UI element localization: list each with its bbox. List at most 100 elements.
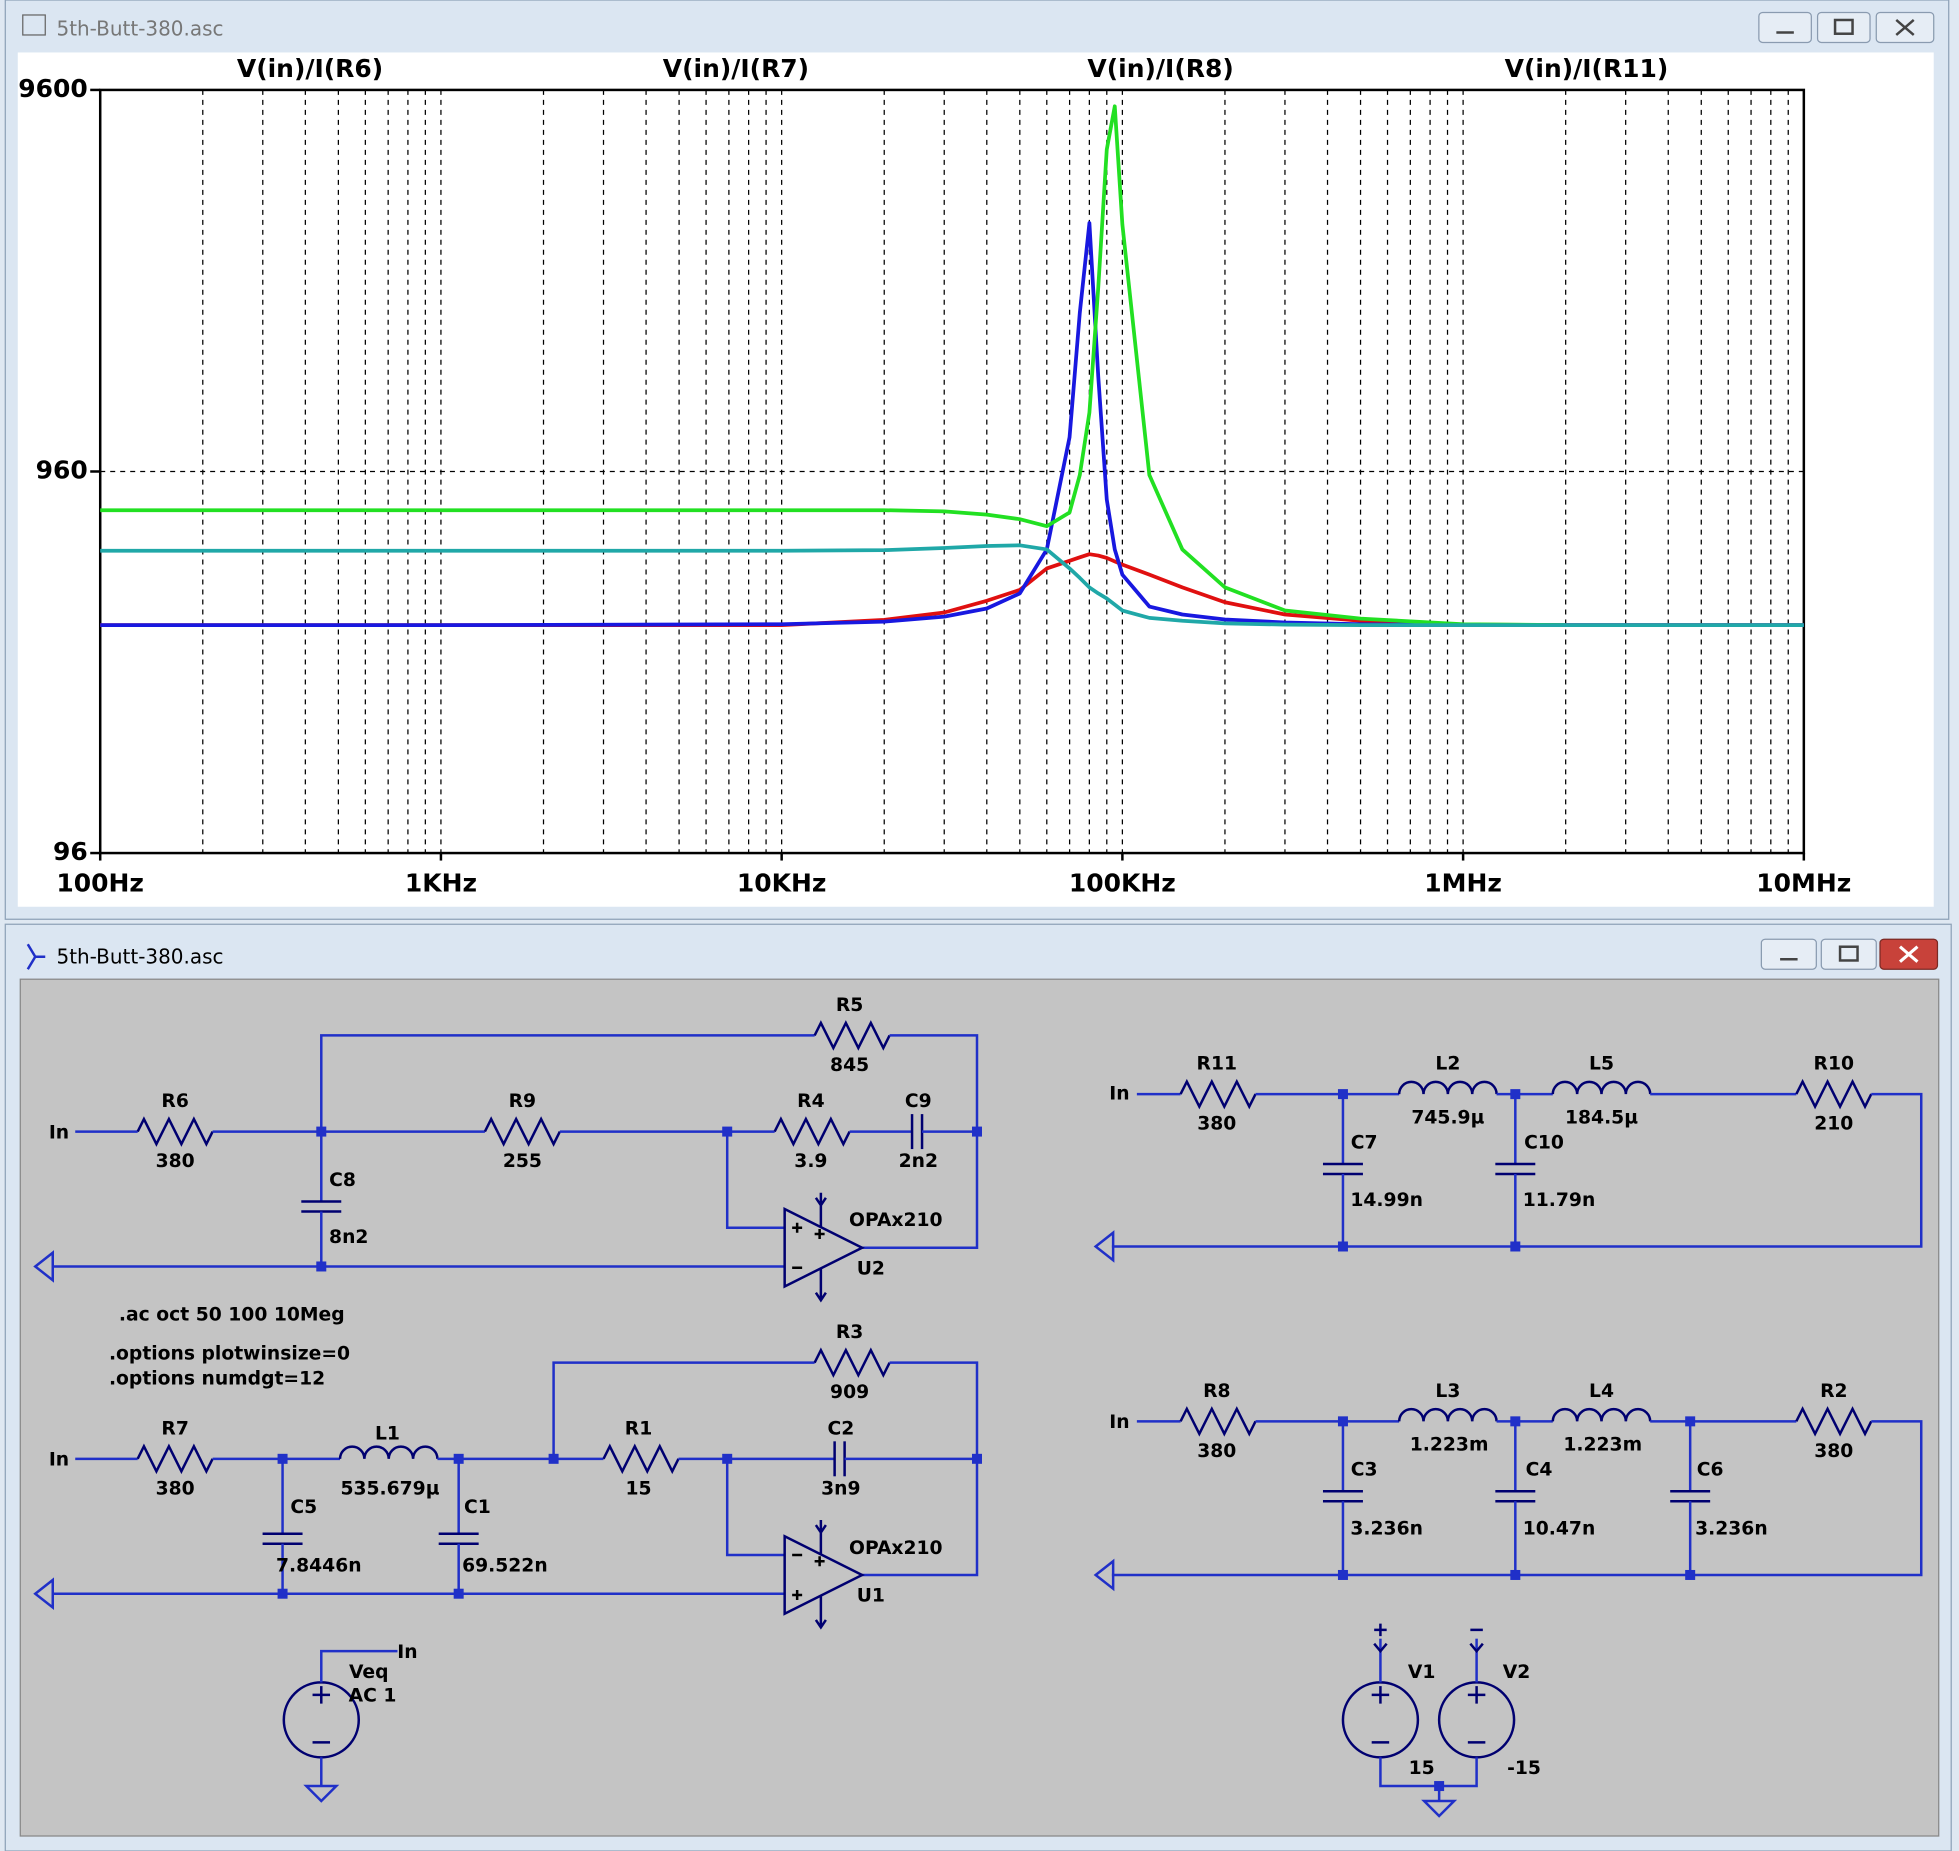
resistor	[813, 1347, 891, 1378]
series-line	[100, 552, 1804, 627]
supply-pin	[1373, 1623, 1484, 1654]
spice-directive: .options plotwinsize=0	[109, 1343, 350, 1364]
component-ref: C3	[1351, 1460, 1378, 1481]
icon	[1895, 19, 1915, 36]
component-ref: R1	[625, 1418, 652, 1439]
resistor	[136, 1443, 214, 1475]
component-ref: C7	[1351, 1132, 1378, 1153]
x-tick-label: 100KHz	[1069, 868, 1176, 897]
component-value: 380	[1197, 1441, 1236, 1462]
component-ref: C2	[827, 1418, 854, 1439]
resistor	[773, 1116, 851, 1147]
junction	[1434, 1781, 1445, 1792]
minimize-button[interactable]	[1758, 11, 1812, 44]
component-value: 380	[1814, 1441, 1853, 1462]
junction	[1685, 1416, 1696, 1427]
resistor	[1795, 1406, 1873, 1437]
window-buttons[interactable]	[1758, 11, 1935, 44]
icon	[1833, 18, 1854, 35]
wire	[862, 1361, 979, 1577]
legend-label: V(in)/I(R6)	[237, 54, 383, 83]
junction	[1510, 1241, 1521, 1252]
component-ref: L2	[1435, 1054, 1460, 1075]
junction	[972, 1453, 982, 1464]
component-ref: C10	[1524, 1132, 1564, 1153]
junction	[277, 1588, 288, 1599]
legend-label: V(in)/I(R11)	[1505, 54, 1669, 83]
wire	[552, 1361, 815, 1459]
wire	[320, 1649, 398, 1683]
net-label: In	[397, 1642, 417, 1663]
series-line	[100, 104, 1566, 627]
junction	[1337, 1569, 1348, 1580]
component-value: 15	[1409, 1758, 1435, 1779]
junction	[1510, 1416, 1521, 1427]
component-ref: R4	[797, 1091, 824, 1112]
resistor	[483, 1116, 561, 1147]
component-value: 845	[830, 1055, 869, 1076]
component-ref: U1	[857, 1586, 885, 1607]
component-value: 69.522n	[462, 1556, 548, 1577]
minimize-button[interactable]	[1760, 938, 1817, 970]
component-value: 210	[1814, 1114, 1853, 1135]
inductor	[338, 1445, 439, 1459]
resistor	[1179, 1078, 1257, 1110]
net-label: In	[1109, 1084, 1129, 1105]
component-value: 1.223m	[1410, 1435, 1489, 1456]
junction	[277, 1453, 288, 1464]
x-tick-label: 10KHz	[737, 868, 827, 897]
component-value: 10.47n	[1523, 1518, 1596, 1539]
opamp	[783, 1534, 865, 1616]
plot-frame	[98, 88, 1806, 855]
series-line	[100, 543, 1804, 627]
wire	[862, 1034, 979, 1249]
legend-label: V(in)/I(R7)	[663, 54, 809, 83]
schematic-icon	[26, 943, 46, 970]
source-sign	[1371, 1686, 1390, 1744]
component-value: AC 1	[349, 1686, 397, 1707]
component-ref: R8	[1203, 1381, 1230, 1402]
component-value: -15	[1507, 1758, 1541, 1779]
component-ref: Veq	[349, 1662, 389, 1683]
component-value: 745.9µ	[1411, 1107, 1484, 1128]
component-ref: R3	[836, 1322, 863, 1343]
component-value: 8n2	[329, 1227, 368, 1248]
junction	[1510, 1089, 1521, 1100]
component-ref: V2	[1503, 1662, 1531, 1683]
schematic-canvas	[19, 978, 1940, 1837]
component-value: 255	[503, 1151, 542, 1172]
resistor	[1795, 1078, 1873, 1110]
resistor	[1179, 1406, 1257, 1437]
component-ref: R2	[1820, 1381, 1847, 1402]
component-ref: R10	[1814, 1054, 1854, 1075]
source-sign	[312, 1686, 331, 1744]
inductor	[1551, 1407, 1652, 1422]
window-title: 5th-Butt-380.asc	[56, 944, 223, 968]
icon	[1898, 945, 1919, 963]
ground	[1093, 1230, 1115, 1263]
opamp	[783, 1206, 865, 1289]
component-ref: R6	[161, 1091, 188, 1112]
x-tick-label: 1MHz	[1424, 868, 1502, 897]
junction	[1685, 1569, 1696, 1580]
net-label: In	[49, 1450, 69, 1471]
component-ref: C5	[290, 1497, 317, 1518]
component-value: 535.679µ	[340, 1478, 439, 1499]
window-buttons[interactable]	[1760, 938, 1939, 970]
opamp-sign	[792, 1553, 825, 1600]
wire	[725, 1131, 785, 1230]
component-ref: R9	[509, 1091, 536, 1112]
component-value: 380	[156, 1151, 195, 1172]
x-tick-label: 100Hz	[56, 868, 144, 897]
component-ref: L1	[375, 1423, 400, 1444]
component-value: 7.8446n	[276, 1556, 362, 1577]
component-ref: R11	[1197, 1054, 1237, 1075]
maximize-button[interactable]	[1820, 938, 1877, 970]
maximize-button[interactable]	[1816, 11, 1871, 44]
component-value: OPAx210	[849, 1210, 943, 1231]
plot-icon	[22, 14, 46, 36]
wire	[320, 1034, 815, 1132]
